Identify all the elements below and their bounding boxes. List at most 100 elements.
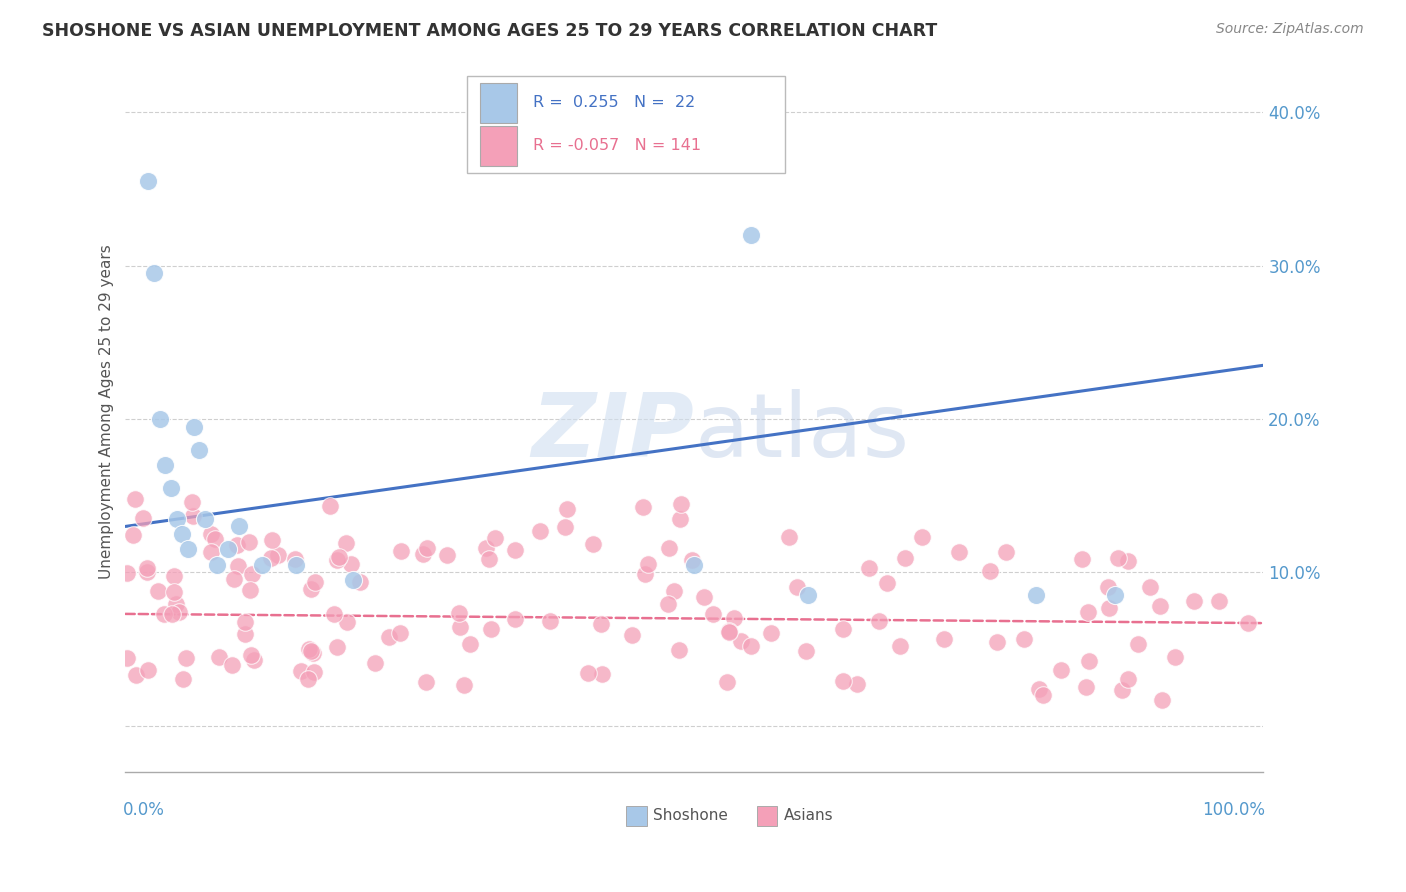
Point bbox=[328, 550, 350, 565]
Point bbox=[389, 543, 412, 558]
Point bbox=[948, 545, 970, 559]
Point bbox=[858, 561, 880, 575]
Point bbox=[136, 663, 159, 677]
Point bbox=[1182, 594, 1205, 608]
Point bbox=[718, 624, 741, 638]
Point bbox=[228, 519, 250, 533]
Text: 0.0%: 0.0% bbox=[124, 801, 165, 819]
Point bbox=[364, 656, 387, 670]
Bar bbox=[626, 805, 647, 826]
Point bbox=[1116, 672, 1139, 686]
Point bbox=[342, 573, 364, 587]
Point bbox=[378, 630, 401, 644]
Point bbox=[718, 624, 741, 639]
Text: SHOSHONE VS ASIAN UNEMPLOYMENT AMONG AGES 25 TO 29 YEARS CORRELATION CHART: SHOSHONE VS ASIAN UNEMPLOYMENT AMONG AGE… bbox=[42, 22, 938, 40]
Point bbox=[1104, 589, 1126, 603]
Point bbox=[326, 640, 349, 655]
Point bbox=[132, 511, 155, 525]
Point bbox=[302, 665, 325, 680]
Point bbox=[1070, 552, 1092, 566]
Point bbox=[576, 665, 599, 680]
Text: Source: ZipAtlas.com: Source: ZipAtlas.com bbox=[1216, 22, 1364, 37]
Point bbox=[233, 627, 256, 641]
Point bbox=[740, 639, 762, 653]
Text: 100.0%: 100.0% bbox=[1202, 801, 1265, 819]
Bar bbox=[481, 83, 517, 123]
Point bbox=[319, 499, 342, 513]
Point bbox=[794, 644, 817, 658]
Point bbox=[589, 617, 612, 632]
Point bbox=[479, 623, 502, 637]
Text: Shoshone: Shoshone bbox=[654, 808, 728, 823]
Point bbox=[449, 620, 471, 634]
Point bbox=[115, 651, 138, 665]
Point bbox=[979, 564, 1001, 578]
Point bbox=[453, 678, 475, 692]
Point bbox=[165, 598, 187, 612]
Point bbox=[1028, 681, 1050, 696]
Point bbox=[222, 572, 245, 586]
Point bbox=[322, 607, 344, 621]
Text: R =  0.255   N =  22: R = 0.255 N = 22 bbox=[533, 95, 695, 110]
Point bbox=[529, 524, 551, 538]
Text: ZIP: ZIP bbox=[531, 390, 695, 476]
Point bbox=[723, 611, 745, 625]
Point bbox=[458, 637, 481, 651]
Point bbox=[1098, 601, 1121, 615]
Bar bbox=[756, 805, 778, 826]
Point bbox=[290, 665, 312, 679]
Point bbox=[163, 569, 186, 583]
Point bbox=[208, 650, 231, 665]
Point bbox=[582, 537, 605, 551]
Point bbox=[124, 492, 146, 507]
Point bbox=[1126, 637, 1149, 651]
Y-axis label: Unemployment Among Ages 25 to 29 years: Unemployment Among Ages 25 to 29 years bbox=[100, 244, 114, 579]
Point bbox=[994, 545, 1017, 559]
Point bbox=[657, 597, 679, 611]
Point bbox=[172, 527, 194, 541]
Point bbox=[152, 607, 174, 621]
Point bbox=[239, 582, 262, 597]
Point bbox=[475, 541, 498, 555]
Point bbox=[166, 512, 188, 526]
Point bbox=[1077, 605, 1099, 619]
Point bbox=[349, 574, 371, 589]
Point bbox=[662, 583, 685, 598]
Point bbox=[797, 589, 820, 603]
Point bbox=[1049, 663, 1071, 677]
Point bbox=[692, 590, 714, 604]
Point bbox=[240, 648, 263, 662]
Point bbox=[484, 532, 506, 546]
Point bbox=[149, 412, 172, 426]
Point bbox=[1014, 632, 1036, 647]
Point bbox=[148, 584, 170, 599]
Point bbox=[260, 551, 283, 566]
Point bbox=[226, 559, 249, 574]
Point bbox=[125, 667, 148, 681]
Point bbox=[740, 227, 762, 242]
Point bbox=[243, 653, 266, 667]
Point bbox=[142, 266, 165, 280]
Point bbox=[200, 545, 222, 559]
Point bbox=[868, 614, 890, 628]
Point bbox=[1139, 580, 1161, 594]
Point bbox=[702, 607, 724, 621]
Point bbox=[340, 557, 363, 571]
Point bbox=[167, 606, 190, 620]
Point bbox=[174, 651, 197, 665]
Point bbox=[1108, 550, 1130, 565]
Point bbox=[389, 625, 412, 640]
Point bbox=[1118, 554, 1140, 568]
Point bbox=[1237, 615, 1260, 630]
Point bbox=[555, 502, 578, 516]
Point bbox=[298, 642, 321, 657]
Point bbox=[876, 576, 898, 591]
Point bbox=[250, 558, 273, 572]
Point bbox=[778, 530, 800, 544]
Point bbox=[554, 520, 576, 534]
Point bbox=[181, 509, 204, 524]
Point bbox=[658, 541, 681, 556]
Point bbox=[205, 558, 228, 572]
Point bbox=[335, 536, 357, 550]
Point bbox=[217, 542, 239, 557]
